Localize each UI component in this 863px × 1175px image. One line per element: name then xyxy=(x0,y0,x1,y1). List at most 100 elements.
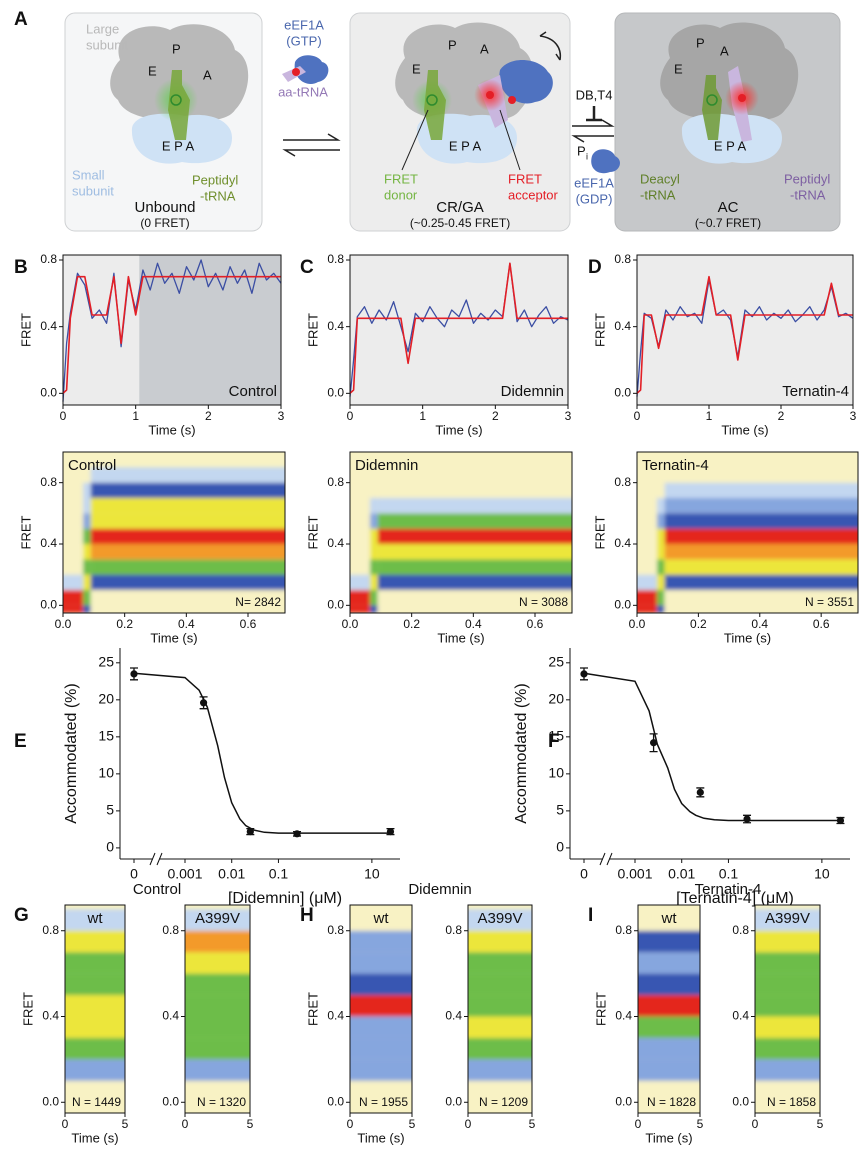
x-tick-label: 3 xyxy=(278,409,285,423)
label: eEF1A xyxy=(574,175,614,190)
inhibition xyxy=(586,106,602,122)
panel-label: E xyxy=(14,731,27,752)
state-name: CR/GA xyxy=(436,199,484,216)
x-tick-label: 0.0 xyxy=(342,617,359,631)
heatmap-cell xyxy=(377,467,572,483)
heatmap-cell xyxy=(90,467,285,483)
y-axis-label: Accommodated (%) xyxy=(513,683,530,824)
site: E P A xyxy=(714,138,747,153)
heatmap-cell xyxy=(377,605,572,613)
heatmap-cell xyxy=(468,930,532,953)
trace xyxy=(349,262,568,394)
heatmap-cell xyxy=(350,467,371,483)
data-point xyxy=(649,739,658,747)
y-tick-label: 0.4 xyxy=(445,1009,462,1023)
heatmap-cell xyxy=(63,482,84,498)
y-axis-label: FRET xyxy=(18,515,33,549)
y-tick-label: 0.0 xyxy=(162,1094,179,1108)
eef1a xyxy=(294,55,329,84)
y-tick-label: 15 xyxy=(548,728,564,744)
heatmap-cell xyxy=(664,482,858,498)
heatmap-cell xyxy=(350,590,371,606)
x-tick-label: 0.001 xyxy=(617,866,652,882)
heatmap-cell xyxy=(90,528,285,544)
heatmap-cell xyxy=(755,1080,820,1103)
panel-title: Ternatin-4 xyxy=(695,881,762,898)
heatmap-cell xyxy=(185,952,250,974)
plot-frame xyxy=(754,904,821,1114)
x-tick-label: 3 xyxy=(850,409,857,423)
y-axis-label: FRET xyxy=(20,992,35,1026)
panel-a: A Large subunit E P A E P A Small subuni… xyxy=(14,9,841,232)
y-tick-label: 0.4 xyxy=(327,536,344,550)
heatmap-cell xyxy=(350,1080,412,1103)
site: E P A xyxy=(449,138,482,153)
heatmap-cell xyxy=(65,1037,125,1060)
y-tick-label: 10 xyxy=(548,765,564,781)
x-axis-label: [Didemnin] (μM) xyxy=(228,890,342,907)
heatmap-cell xyxy=(63,467,84,483)
y-tick-label: 0.0 xyxy=(732,1094,749,1108)
heatmap-cell xyxy=(350,930,412,953)
heatmap-cell xyxy=(755,930,820,953)
plot-frame xyxy=(64,904,126,1114)
heatmap xyxy=(63,452,285,613)
heatmap-cell xyxy=(65,1102,125,1113)
equilibrium-arrow xyxy=(282,133,341,157)
label: subunit xyxy=(72,183,114,198)
heatmap-cell xyxy=(65,1059,125,1081)
panel-label: B xyxy=(14,257,28,278)
x-tick-label: 0.4 xyxy=(178,617,195,631)
heatmap-cell xyxy=(370,605,378,613)
y-tick-label: 0.4 xyxy=(615,1009,632,1023)
heatmap xyxy=(185,905,250,1113)
x-tick-label: 1 xyxy=(132,409,139,423)
axis-break-gap xyxy=(153,856,159,862)
x-tick-label: 0 xyxy=(580,866,588,882)
heatmap-cell xyxy=(370,559,378,575)
plot-label: Ternatin-4 xyxy=(642,457,709,474)
trace xyxy=(636,275,853,394)
label: (GTP) xyxy=(286,33,321,48)
trace xyxy=(62,259,282,402)
heatmap-cell xyxy=(468,1037,532,1060)
x-tick-label: 0 xyxy=(60,409,67,423)
site: E P A xyxy=(162,138,195,153)
x-tick-label: 0.01 xyxy=(218,866,245,882)
heatmap-cell xyxy=(637,544,657,560)
heatmap-cell xyxy=(65,1080,125,1103)
label: FRET xyxy=(384,171,418,186)
pointer xyxy=(401,109,429,171)
y-tick-label: 0.8 xyxy=(614,252,631,266)
x-tick-label: 0 xyxy=(62,1117,69,1131)
heatmap-cell xyxy=(468,973,532,996)
heatmap-cell xyxy=(65,909,125,931)
x-tick-label: 5 xyxy=(697,1117,704,1131)
x-tick-label: 10 xyxy=(364,866,380,882)
annotation: N = 1955 xyxy=(359,1095,408,1109)
heatmap-cell xyxy=(90,590,285,606)
heatmap-cell xyxy=(350,513,371,529)
plot-label: A399V xyxy=(765,910,810,927)
heatmap-cell xyxy=(638,1102,700,1113)
y-tick-label: 0.8 xyxy=(40,252,57,266)
y-tick-label: 0.0 xyxy=(40,598,57,612)
y-tick-label: 0.0 xyxy=(445,1094,462,1108)
y-tick-label: 0.0 xyxy=(614,386,631,400)
heatmap-cell xyxy=(83,590,91,606)
x-tick-label: 0.4 xyxy=(751,617,768,631)
heatmap-cell xyxy=(637,574,657,590)
heatmap-cell xyxy=(350,528,371,544)
heatmap-cell xyxy=(350,1037,412,1060)
annotation: N = 3088 xyxy=(519,595,568,609)
fit-curve xyxy=(583,672,841,822)
heatmap-cell xyxy=(637,467,657,483)
heatmap-cells xyxy=(468,909,532,1113)
state-name: AC xyxy=(718,199,739,216)
label: (GDP) xyxy=(576,191,613,206)
x-tick-label: 0 xyxy=(752,1117,759,1131)
heatmap-cell xyxy=(637,559,657,575)
heatmap-cell xyxy=(63,528,84,544)
data-point xyxy=(836,816,845,825)
x-tick-label: 0.6 xyxy=(527,617,544,631)
